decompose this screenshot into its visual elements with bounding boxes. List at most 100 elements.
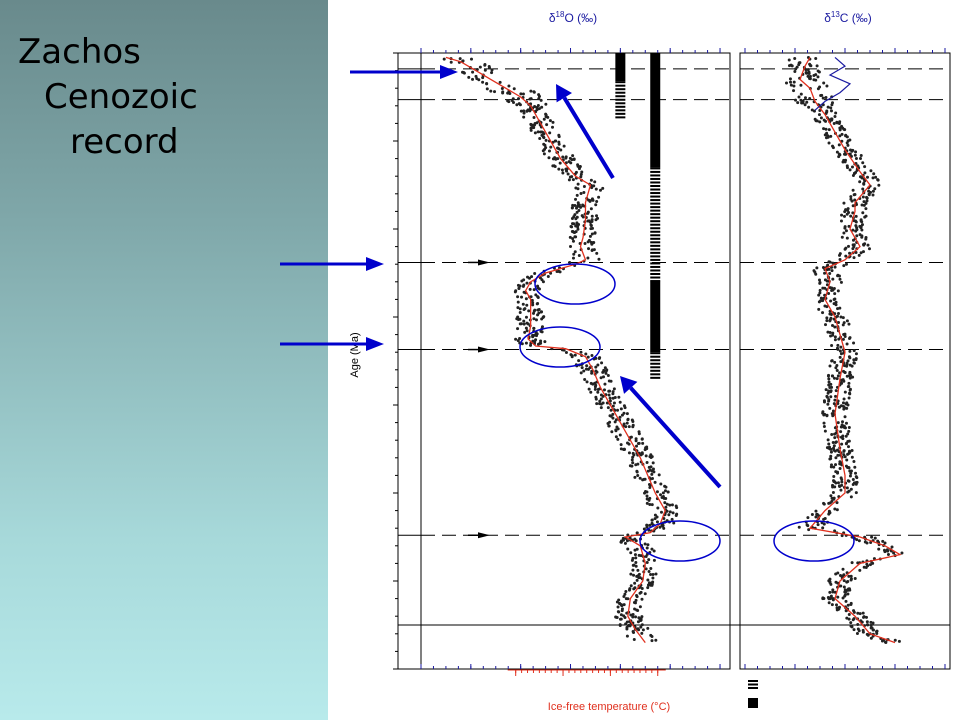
d18o-point [572,215,576,219]
d13c-point [847,445,851,449]
d13c-point [859,153,863,157]
d13c-point [813,117,817,121]
d13c-point [852,349,856,353]
d18o-point [528,287,532,291]
d18o-point [593,180,597,184]
d18o-point [542,132,546,136]
d18o-point [542,117,546,121]
d18o-point [640,587,644,591]
d13c-point [826,438,830,442]
d13c-point [826,105,830,109]
d18o-point [566,172,570,176]
d18o-point [574,206,578,210]
d18o-point [672,521,676,525]
d13c-point [849,574,853,578]
d18o-point [518,337,522,341]
d18o-point [634,615,638,619]
d18o-point [533,308,537,312]
ice-sheet-bar-full [650,281,661,353]
d13c-point [835,120,839,124]
d18o-point [651,572,655,576]
d13c-point [862,200,866,204]
d18o-point [564,161,568,165]
d13c-point [787,58,791,62]
d18o-point [530,298,534,302]
d13c-point [834,389,838,393]
d18o-point [597,257,601,261]
d13c-trend-line [799,57,902,644]
d13c-point [840,534,844,538]
d18o-point [631,461,635,465]
d13c-point [856,611,860,615]
ice-sheet-bar-partial [650,167,661,170]
d18o-point [521,92,525,96]
d18o-point [573,231,577,235]
d18o-point [616,408,620,412]
d18o-point [595,402,599,406]
d18o-point [577,253,581,257]
d18o-point [668,510,672,514]
d13c-point [821,526,825,530]
d13c-point [838,258,842,262]
d13c-point [838,306,842,310]
d13c-point [846,359,850,363]
d13c-point [848,363,852,367]
d18o-point [636,627,640,631]
d13c-point [874,175,878,179]
d18o-axis-title: δ18O (‰) [549,10,597,25]
ice-sheet-bar-partial [650,362,661,365]
d18o-point [634,598,638,602]
d18o-point [599,397,603,401]
ice-sheet-bar-partial [650,376,661,379]
ice-sheet-bar-partial [650,265,661,268]
d18o-point [613,396,617,400]
d18o-point [511,97,515,101]
d18o-point [617,395,621,399]
d18o-point [574,186,578,190]
d18o-point [642,477,646,481]
d18o-point [638,605,642,609]
d13c-point [818,85,822,89]
d18o-point [549,145,553,149]
d13c-point [825,305,829,309]
d13c-point [862,203,866,207]
d18o-point [542,152,546,156]
d13c-point [828,286,832,290]
d18o-point [564,167,568,171]
d13c-point [825,283,829,287]
d18o-point [586,355,590,359]
d13c-point [844,208,848,212]
d13c-point [881,539,885,543]
d18o-point [527,276,531,280]
highlight-circle [519,326,601,368]
d13c-point [847,426,851,430]
d18o-point [518,307,522,311]
d18o-point [540,317,544,321]
d13c-point [807,528,811,532]
d18o-point [551,120,555,124]
d13c-point [792,80,796,84]
d18o-point [619,447,623,451]
d18o-point [579,172,583,176]
d13c-point [799,92,803,96]
d18o-point [518,311,522,315]
d13c-point [827,377,831,381]
d18o-point [522,319,526,323]
d13c-point [840,213,844,217]
d13c-point [854,224,858,228]
d18o-point [661,524,665,528]
d18o-point [614,615,618,619]
d13c-point [829,457,833,461]
d18o-point [519,109,523,113]
d13c-point [846,403,850,407]
d13c-point [858,612,862,616]
d18o-point [595,200,599,204]
d13c-point [852,358,856,362]
d18o-point [519,92,523,96]
d18o-point [674,504,678,508]
d18o-point [530,275,534,279]
d13c-point [854,352,858,356]
d18o-point [630,458,634,462]
d13c-point [827,601,831,605]
d13c-point [851,204,855,208]
